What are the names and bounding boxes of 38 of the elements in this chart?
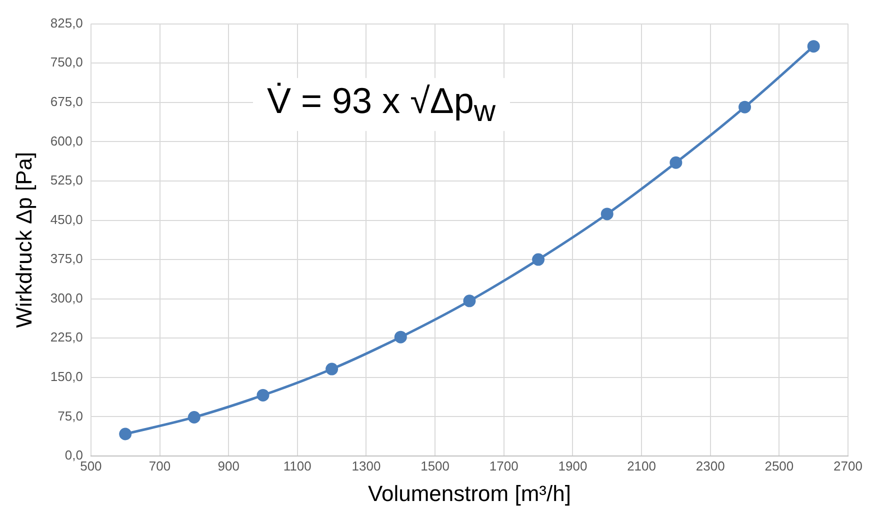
y-tick-label: 675,0 — [50, 94, 83, 109]
x-tick-label: 2500 — [764, 458, 794, 474]
point — [463, 294, 476, 308]
point — [532, 253, 545, 266]
y-tick-label: 525,0 — [50, 172, 83, 188]
y-tick-label: 375,0 — [50, 251, 83, 266]
y-tick-label: 750,0 — [50, 54, 83, 70]
x-tick-label: 1900 — [558, 458, 588, 474]
point — [188, 410, 200, 424]
x-tick-label: 2100 — [627, 458, 656, 474]
x-tick-label: 1100 — [283, 458, 312, 474]
x-tick-label: 2700 — [834, 458, 862, 474]
y-tick-label: 75,0 — [58, 408, 83, 424]
x-tick-label: 2300 — [696, 458, 725, 474]
x-tick-label: 500 — [80, 458, 102, 474]
point — [326, 362, 338, 376]
y-tick-label: 300,0 — [50, 290, 83, 306]
x-axis-title: Volumenstrom [m³/h] — [368, 480, 571, 506]
y-tick-label: 150,0 — [50, 368, 83, 384]
y-tick-label: 600,0 — [50, 133, 83, 148]
y-tick-label: 225,0 — [50, 330, 83, 345]
y-axis-title: Wirkdruck Δp [Pa] — [11, 152, 36, 328]
annotation: V̇ = 93 x √Δp$_{w}$ — [253, 78, 510, 132]
point — [256, 388, 270, 402]
y-tick-label: 450,0 — [50, 212, 83, 227]
y-tick-label: 0,0 — [64, 448, 83, 463]
point — [394, 330, 407, 344]
x-tick-label: 1300 — [352, 458, 381, 474]
point — [119, 428, 132, 440]
x-tick-label: 900 — [218, 458, 240, 474]
point — [600, 208, 614, 220]
point — [738, 100, 752, 114]
point — [670, 156, 682, 169]
x-tick-label: 1500 — [420, 458, 450, 474]
point — [807, 40, 820, 53]
x-tick-label: 700 — [148, 458, 171, 474]
x-tick-label: 1700 — [489, 458, 518, 474]
y-tick-label: 825,0 — [50, 15, 83, 30]
